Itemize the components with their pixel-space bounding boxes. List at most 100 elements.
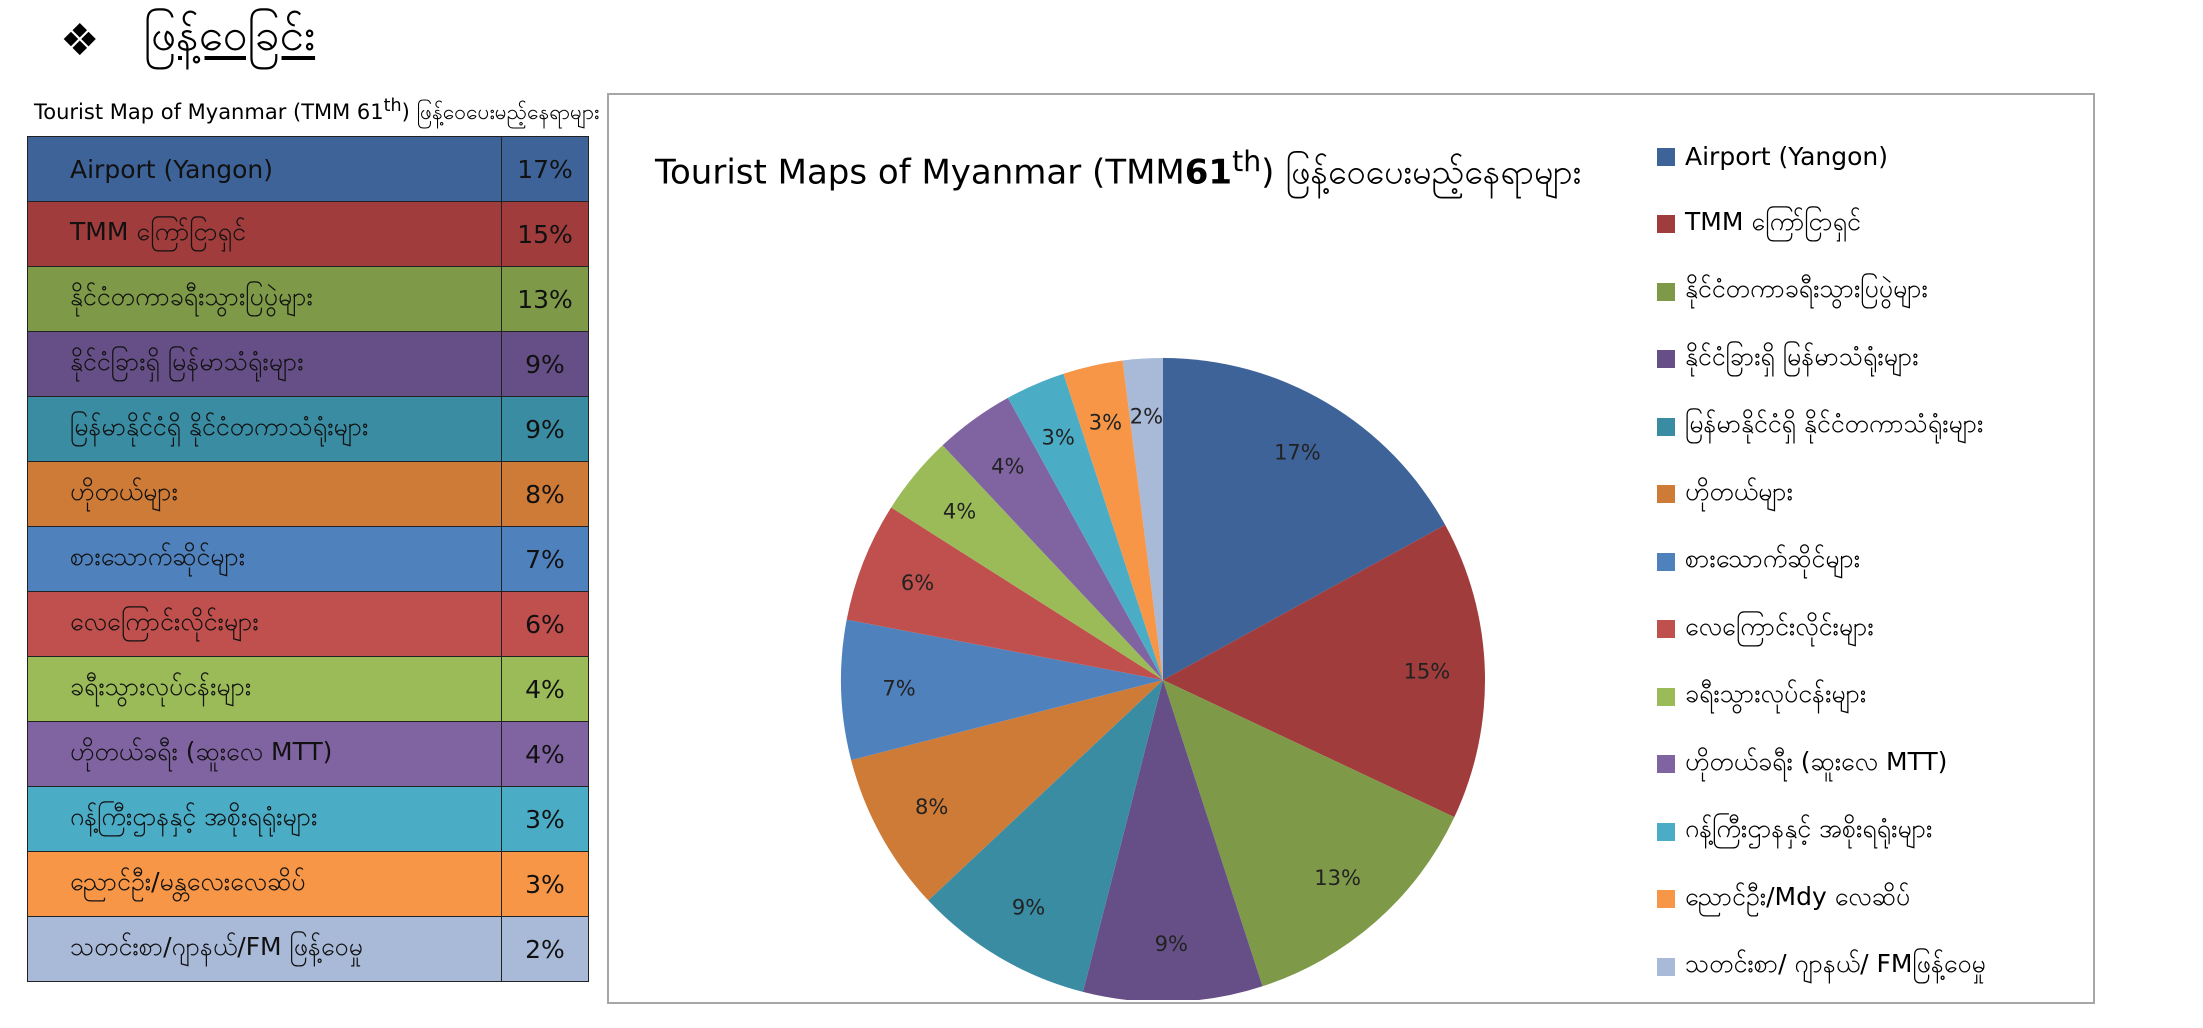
legend-swatch [1657,822,1675,841]
pie-slice [891,445,1163,680]
table-cell-value: 7% [501,526,589,592]
table-cell-value: 3% [501,786,589,852]
legend-swatch [1657,620,1675,639]
table-cell-value: 15% [501,201,589,267]
legend-label: TMM ကြော်ငြာရှင် [1685,206,1861,236]
legend-item: နိုင်ငံခြားရှိ မြန်မာသံရုံးများ [1657,326,1986,394]
table-row: နိုင်ငံခြားရှိ မြန်မာသံရုံးများ 9% [27,331,589,397]
legend-item: ဟိုတယ်များ [1657,461,1986,529]
pie-slice-label: 9% [1012,895,1045,919]
legend-item: ညောင်ဦး/Mdy လေဆိပ် [1657,866,1986,934]
pie-slice [1063,360,1163,680]
legend-swatch [1657,552,1675,571]
legend-swatch [1657,350,1675,369]
legend-item: နိုင်ငံတကာခရီးသွားပြပွဲများ [1657,258,1986,326]
pie-chart: 17% 15% 13% 9% 9% 8% 7% 6% 4% 4% 3% 3% 2% [841,358,1485,1000]
legend-swatch [1657,485,1675,504]
pie-slice-label: 3% [1041,426,1074,450]
table-row: ဂန့်ကြီးဌာနနှင့် အစိုးရရုံးများ 3% [27,786,589,852]
pie-slice [846,507,1163,680]
chart-title-suffix: ) ဖြန့်ဝေပေးမည့်နေရာများ [1261,152,1582,193]
pie-slice [1163,524,1485,818]
chart-title: Tourist Maps of Myanmar (TMM61th) ဖြန့်ဝ… [655,145,1581,200]
pie-slice [1163,680,1455,987]
chart-title-superscript: th [1232,145,1262,178]
table-cell-value: 9% [501,396,589,462]
legend-label: နိုင်ငံခြားရှိ မြန်မာသံရုံးများ [1685,341,1919,371]
table-row: မြန်မာနိုင်ငံရှိ နိုင်ငံတကာသံရုံးများ 9% [27,396,589,462]
legend-item: ခရီးသွားလုပ်ငန်းများ [1657,663,1986,731]
table-row: နိုင်ငံတကာခရီးသွားပြပွဲများ 13% [27,266,589,332]
legend-item: TMM ကြော်ငြာရှင် [1657,191,1986,259]
table-cell-value: 13% [501,266,589,332]
table-cell-value: 4% [501,656,589,722]
table-cell-label: လေကြောင်းလိုင်းများ [27,591,502,657]
table-caption-suffix: ) ဖြန့်ဝေပေးမည့်နေရာများ [401,100,600,124]
table-cell-label: နိုင်ငံခြားရှိ မြန်မာသံရုံးများ [27,331,502,397]
table-cell-label: ဂန့်ကြီးဌာနနှင့် အစိုးရရုံးများ [27,786,502,852]
table-cell-label: Airport (Yangon) [27,136,502,202]
legend-swatch [1657,890,1675,909]
legend-item: လေကြောင်းလိုင်းများ [1657,596,1986,664]
table-cell-label: ညောင်ဦး/မန္တလေးလေဆိပ် [27,851,502,917]
legend-label: ဂန့်ကြီးဌာနနှင့် အစိုးရရုံးများ [1685,814,1933,844]
pie-slice-label: 15% [1404,660,1451,684]
chart-title-number: 61 [1184,152,1233,193]
legend-label: သတင်းစာ/ ဂျာနယ်/ FMဖြန့်ဝေမှု [1685,949,1986,979]
table-caption: Tourist Map of Myanmar (TMM 61th) ဖြန့်ဝ… [34,96,599,130]
table-row: ဟိုတယ်ခရီး (ဆူးလေ MTT) 4% [27,721,589,787]
table-cell-value: 6% [501,591,589,657]
pie-slice [851,680,1163,901]
legend-label: Airport (Yangon) [1685,142,1889,172]
legend-label: နိုင်ငံတကာခရီးသွားပြပွဲများ [1685,274,1928,304]
table-cell-label: စားသောက်ဆိုင်များ [27,526,502,592]
table-row: စားသောက်ဆိုင်များ 7% [27,526,589,592]
table-row: ခရီးသွားလုပ်ငန်းများ 4% [27,656,589,722]
legend-label: ညောင်ဦး/Mdy လေဆိပ် [1685,881,1911,911]
table-cell-label: ဟိုတယ်ခရီး (ဆူးလေ MTT) [27,721,502,787]
legend-label: ဟိုတယ်များ [1685,476,1793,506]
chart-title-prefix: Tourist Maps of Myanmar (TMM [655,152,1185,193]
pie-slice [1082,680,1263,1000]
table-cell-value: 4% [501,721,589,787]
table-cell-label: TMM ကြော်ငြာရှင် [27,201,502,267]
table-cell-label: နိုင်ငံတကာခရီးသွားပြပွဲများ [27,266,502,332]
table-cell-label: ခရီးသွားလုပ်ငန်းများ [27,656,502,722]
page-title: ဖြန့်ဝေခြင်း [143,10,316,61]
legend-swatch [1657,215,1675,234]
section-heading: ❖ ဖြန့်ဝေခြင်း [60,10,315,70]
table-cell-label: သတင်းစာ/ဂျာနယ်/FM ဖြန့်ဝေမှု [27,916,502,982]
pie-chart-frame: Tourist Maps of Myanmar (TMM61th) ဖြန့်ဝ… [607,93,2095,1004]
table-cell-value: 2% [501,916,589,982]
legend-label: ဟိုတယ်ခရီး (ဆူးလေ MTT) [1685,746,1948,776]
pie-slice [1122,358,1163,680]
legend-item: Airport (Yangon) [1657,123,1986,191]
pie-slice [942,397,1163,680]
pie-slice [1163,358,1446,680]
table-cell-value: 3% [501,851,589,917]
table-cell-value: 9% [501,331,589,397]
table-row: လေကြောင်းလိုင်းများ 6% [27,591,589,657]
legend-swatch [1657,282,1675,301]
legend-swatch [1657,147,1675,166]
pie-slice-label: 9% [1155,932,1188,956]
pie-slice [1007,373,1163,680]
table-row: Airport (Yangon) 17% [27,136,589,202]
table-cell-label: ဟိုတယ်များ [27,461,502,527]
pie-slice-label: 8% [915,795,948,819]
pie-slice-label: 7% [882,676,915,700]
legend-swatch [1657,957,1675,976]
legend-label: စားသောက်ဆိုင်များ [1685,544,1861,574]
table-row: ဟိုတယ်များ 8% [27,461,589,527]
pie-slice-label: 3% [1089,410,1122,434]
legend-label: ခရီးသွားလုပ်ငန်းများ [1685,679,1867,709]
table-row: TMM ကြော်ငြာရှင် 15% [27,201,589,267]
pie-slice-label: 4% [991,454,1024,478]
chart-legend: Airport (Yangon) TMM ကြော်ငြာရှင်နိုင်ငံတ… [1657,123,1986,1001]
legend-swatch [1657,687,1675,706]
table-caption-text: Tourist Map of Myanmar (TMM 61 [34,100,384,124]
pie-slice [928,680,1163,992]
legend-swatch [1657,755,1675,774]
pie-slice-label: 2% [1130,404,1163,428]
distribution-table: Airport (Yangon) 17% TMM ကြော်ငြာရှင် 15% နိ… [27,136,589,982]
